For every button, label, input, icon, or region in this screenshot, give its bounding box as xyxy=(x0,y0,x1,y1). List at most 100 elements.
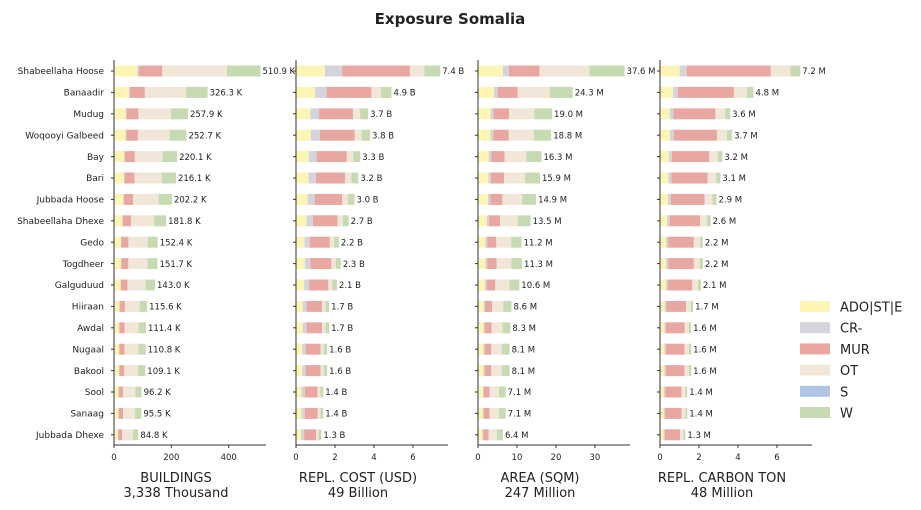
bar-buildings-banaadir-ado-st-e xyxy=(114,86,129,98)
bar-area-sqm-shabeellaha-hoose-mur xyxy=(508,65,540,77)
bar-repl-cost-usd-jubbada-hoose-mur xyxy=(314,193,343,205)
bar-buildings-sool-mur xyxy=(118,386,124,398)
legend-label-ot: OT xyxy=(840,364,858,379)
bar-buildings-hiiraan-ot xyxy=(124,300,140,312)
x-axis-label-repl-carbon-ton: REPL. CARBON TON xyxy=(658,471,786,486)
bar-buildings-bay-ot xyxy=(134,151,163,163)
bar-repl-carbon-ton-shabeellaha-dhexe-ot xyxy=(700,215,708,227)
value-label-repl-cost-usd-bari: 3.2 B xyxy=(360,174,382,184)
bar-area-sqm-hiiraan-mur xyxy=(485,300,493,312)
bar-buildings-togdheer-ado-st-e xyxy=(114,258,121,270)
bar-repl-carbon-ton-mudug-mur xyxy=(673,108,716,120)
bar-repl-carbon-ton-sool-ot xyxy=(681,386,686,398)
bar-repl-carbon-ton-bari-w xyxy=(716,172,721,184)
bar-buildings-bakool-mur xyxy=(119,365,125,377)
bar-repl-carbon-ton-bakool-mur xyxy=(665,365,685,377)
bar-area-sqm-hiiraan-ot xyxy=(492,300,504,312)
bar-area-sqm-sool-cr xyxy=(482,386,484,398)
bar-area-sqm-jubbada-hoose-ot xyxy=(502,193,523,205)
bar-area-sqm-bari-mur xyxy=(491,172,505,184)
bar-buildings-hiiraan-mur xyxy=(119,300,125,312)
value-label-repl-carbon-ton-sool: 1.4 M xyxy=(689,388,713,398)
value-label-buildings-shabeellaha-dhexe: 181.8 K xyxy=(168,217,201,227)
x-axis-total-repl-cost-usd: 49 Billion xyxy=(328,486,388,501)
bar-repl-carbon-ton-nugaal-ado-st-e xyxy=(660,343,665,355)
legend-swatch-mur xyxy=(800,343,830,355)
bar-area-sqm-gedo-ado-st-e xyxy=(478,236,486,248)
bar-repl-cost-usd-galguduud-w xyxy=(332,279,337,291)
bar-area-sqm-jubbada-dhexe-ado-st-e xyxy=(478,429,483,441)
bar-repl-carbon-ton-jubbada-hoose-cr xyxy=(667,193,671,205)
bar-area-sqm-awdal-w xyxy=(502,322,511,334)
bar-buildings-banaadir-w xyxy=(186,86,208,98)
bar-repl-carbon-ton-sanaag-mur xyxy=(665,407,682,419)
bar-area-sqm-shabeellaha-hoose-ado-st-e xyxy=(478,65,503,77)
bar-area-sqm-bari-cr xyxy=(488,172,492,184)
bar-area-sqm-shabeellaha-hoose-cr xyxy=(502,65,509,77)
bar-repl-cost-usd-jubbada-dhexe-w xyxy=(318,429,322,441)
bar-area-sqm-sool-ot xyxy=(489,386,500,398)
bar-area-sqm-awdal-ot xyxy=(491,322,503,334)
bar-repl-cost-usd-banaadir-ado-st-e xyxy=(296,86,316,98)
bar-buildings-shabeellaha-hoose-ot xyxy=(162,65,227,77)
x-tick-label-buildings-400: 400 xyxy=(221,453,237,463)
bar-repl-cost-usd-galguduud-mur xyxy=(309,279,329,291)
bar-buildings-bay-cr xyxy=(124,151,125,163)
bar-repl-cost-usd-galguduud-cr xyxy=(304,279,310,291)
bar-area-sqm-nugaal-ot xyxy=(491,343,502,355)
bar-buildings-jubbada-hoose-mur xyxy=(123,193,134,205)
bar-buildings-togdheer-w xyxy=(147,258,158,270)
bar-buildings-galguduud-ot xyxy=(127,279,146,291)
value-label-buildings-bay: 220.1 K xyxy=(179,153,212,163)
bar-area-sqm-bay-mur xyxy=(491,151,505,163)
bar-repl-cost-usd-mudug-ado-st-e xyxy=(296,108,311,120)
value-label-buildings-mudug: 257.9 K xyxy=(190,110,223,120)
legend-swatch-ot xyxy=(800,364,830,376)
bar-area-sqm-bakool-w xyxy=(501,365,510,377)
bar-buildings-sanaag-ot xyxy=(123,407,136,419)
bar-repl-cost-usd-jubbada-dhexe-mur xyxy=(304,429,317,441)
legend-swatch-s xyxy=(800,385,830,397)
bar-area-sqm-mudug-mur xyxy=(493,108,510,120)
bar-repl-cost-usd-shabeellaha-dhexe-cr xyxy=(306,215,313,227)
bar-area-sqm-jubbada-hoose-ado-st-e xyxy=(478,193,488,205)
bar-repl-cost-usd-jubbada-hoose-ado-st-e xyxy=(296,193,308,205)
bar-repl-cost-usd-awdal-ot xyxy=(322,322,326,334)
bar-buildings-gedo-w xyxy=(147,236,158,248)
bar-area-sqm-jubbada-hoose-mur xyxy=(490,193,503,205)
bar-repl-cost-usd-nugaal-cr xyxy=(302,343,306,355)
bar-area-sqm-nugaal-cr xyxy=(483,343,485,355)
bar-buildings-banaadir-ot xyxy=(144,86,187,98)
bar-area-sqm-banaadir-ado-st-e xyxy=(478,86,495,98)
bar-repl-carbon-ton-sool-cr xyxy=(663,386,666,398)
x-tick-label-buildings-0: 0 xyxy=(111,453,116,463)
bar-repl-carbon-ton-galguduud-mur xyxy=(667,279,693,291)
value-label-buildings-jubbada-dhexe: 84.8 K xyxy=(140,431,168,441)
bar-repl-cost-usd-nugaal-ot xyxy=(320,343,324,355)
value-label-repl-carbon-ton-jubbada-hoose: 2.9 M xyxy=(719,196,743,206)
value-label-repl-cost-usd-togdheer: 2.3 B xyxy=(343,260,365,270)
value-label-repl-carbon-ton-bay: 3.2 M xyxy=(724,153,748,163)
bar-repl-cost-usd-togdheer-ot xyxy=(331,258,336,270)
bar-repl-carbon-ton-woqooyi-galbeed-ot xyxy=(716,129,728,141)
bar-area-sqm-hiiraan-ado-st-e xyxy=(478,300,484,312)
bar-buildings-woqooyi-galbeed-ot xyxy=(137,129,170,141)
bar-repl-carbon-ton-jubbada-dhexe-mur xyxy=(664,429,681,441)
bar-repl-carbon-ton-sanaag-cr xyxy=(663,407,666,419)
x-axis-label-buildings: BUILDINGS xyxy=(140,471,211,486)
bar-area-sqm-awdal-mur xyxy=(484,322,492,334)
value-label-repl-carbon-ton-togdheer: 2.2 M xyxy=(705,260,729,270)
bar-area-sqm-shabeellaha-dhexe-ot xyxy=(500,215,518,227)
bar-buildings-togdheer-ot xyxy=(128,258,148,270)
bar-buildings-shabeellaha-hoose-w xyxy=(226,65,261,77)
category-label-jubbada-hoose: Jubbada Hoose xyxy=(36,196,105,206)
bar-buildings-togdheer-mur xyxy=(121,258,129,270)
legend-label-s: S xyxy=(840,385,848,400)
bar-repl-carbon-ton-bay-w xyxy=(717,151,723,163)
bar-area-sqm-togdheer-ot xyxy=(496,258,512,270)
bar-buildings-awdal-ot xyxy=(124,322,139,334)
value-label-repl-cost-usd-hiiraan: 1.7 B xyxy=(331,303,353,313)
bar-repl-cost-usd-bakool-ot xyxy=(320,365,324,377)
bar-area-sqm-jubbada-hoose-cr xyxy=(487,193,491,205)
